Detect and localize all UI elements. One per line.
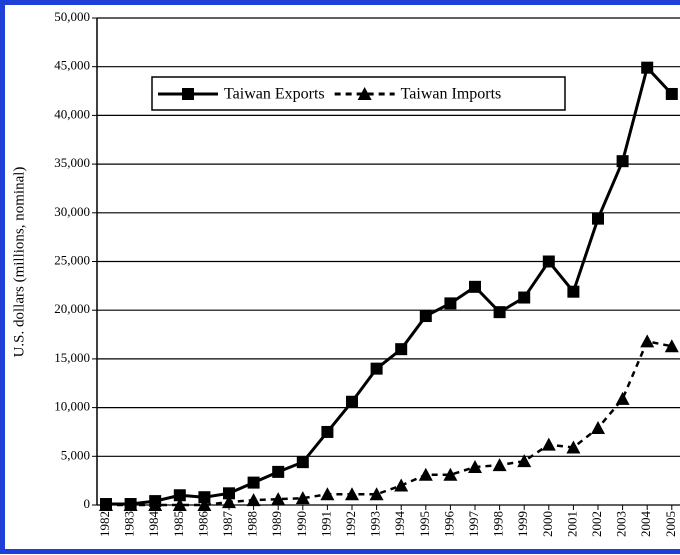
- marker: [271, 492, 286, 506]
- marker: [541, 437, 556, 451]
- x-tick-label: 1996: [441, 511, 456, 538]
- marker: [173, 489, 186, 502]
- marker: [222, 495, 236, 509]
- marker: [567, 285, 580, 298]
- y-tick-label: 10,000: [54, 399, 90, 414]
- y-tick-label: 50,000: [54, 9, 90, 24]
- marker: [616, 155, 629, 168]
- marker: [641, 61, 654, 74]
- x-tick-label: 1994: [392, 511, 407, 538]
- marker: [566, 440, 581, 454]
- marker: [592, 212, 604, 225]
- marker: [443, 467, 458, 481]
- marker: [469, 280, 481, 293]
- marker: [640, 334, 655, 348]
- x-tick-label: 1987: [220, 511, 235, 538]
- marker: [345, 487, 359, 501]
- x-tick-label: 1988: [245, 511, 260, 537]
- legend-marker: [182, 88, 194, 100]
- y-tick-label: 30,000: [54, 204, 90, 219]
- x-tick-label: 1983: [122, 511, 137, 537]
- x-tick-label: 1990: [294, 511, 309, 537]
- marker: [394, 478, 409, 492]
- x-tick-label: 1982: [97, 511, 112, 537]
- marker: [395, 343, 408, 356]
- x-tick-label: 1991: [318, 511, 333, 537]
- marker: [518, 291, 531, 304]
- x-tick-label: 1989: [269, 511, 284, 537]
- marker: [296, 456, 309, 469]
- marker: [468, 460, 482, 474]
- x-tick-label: 2004: [638, 511, 653, 538]
- marker: [223, 487, 235, 500]
- marker: [246, 493, 261, 507]
- marker: [148, 498, 163, 511]
- x-tick-label: 1986: [195, 511, 210, 538]
- x-tick-label: 2003: [614, 511, 629, 537]
- y-tick-label: 45,000: [54, 58, 90, 73]
- marker: [321, 425, 334, 438]
- y-axis-label: U.S. dollars (millions, nominal): [11, 167, 27, 358]
- legend-label: Taiwan Imports: [401, 86, 502, 103]
- x-tick-label: 1995: [417, 511, 432, 537]
- marker: [444, 297, 457, 310]
- y-tick-label: 40,000: [54, 106, 90, 121]
- marker: [320, 487, 335, 501]
- marker: [370, 362, 383, 375]
- marker: [272, 465, 285, 478]
- y-tick-label: 15,000: [54, 350, 90, 365]
- marker: [247, 476, 260, 489]
- x-tick-label: 2002: [589, 511, 604, 537]
- y-tick-label: 20,000: [54, 301, 90, 316]
- y-tick-label: 35,000: [54, 155, 90, 170]
- y-tick-label: 5,000: [61, 447, 90, 462]
- marker: [369, 487, 384, 501]
- marker: [591, 421, 605, 435]
- y-tick-label: 25,000: [54, 252, 90, 267]
- marker: [197, 498, 212, 511]
- marker: [418, 467, 433, 481]
- series-line: [106, 64, 673, 506]
- y-tick-label: 0: [84, 496, 91, 511]
- x-tick-label: 1992: [343, 511, 358, 537]
- marker: [492, 458, 507, 472]
- series-line: [106, 339, 673, 507]
- marker: [493, 306, 506, 319]
- marker: [664, 339, 679, 353]
- marker: [99, 498, 113, 511]
- x-tick-label: 1984: [146, 511, 161, 538]
- legend-label: Taiwan Exports: [224, 86, 325, 103]
- marker: [346, 395, 358, 408]
- marker: [615, 391, 630, 405]
- marker: [542, 255, 555, 268]
- marker: [419, 310, 432, 323]
- marker: [517, 454, 532, 468]
- x-tick-label: 2000: [540, 511, 555, 537]
- marker: [123, 498, 138, 511]
- legend-marker: [357, 87, 372, 100]
- x-tick-label: 1998: [491, 511, 506, 537]
- x-tick-label: 1993: [368, 511, 383, 537]
- x-tick-label: 1997: [466, 511, 481, 538]
- marker: [665, 87, 678, 100]
- x-tick-label: 2001: [564, 511, 579, 537]
- marker: [198, 491, 211, 504]
- legend: Taiwan Exports Taiwan Imports: [151, 76, 566, 111]
- x-tick-label: 2005: [663, 511, 678, 537]
- marker: [172, 498, 187, 511]
- x-tick-label: 1999: [515, 511, 530, 537]
- marker: [295, 491, 310, 505]
- x-tick-label: 1985: [171, 511, 186, 537]
